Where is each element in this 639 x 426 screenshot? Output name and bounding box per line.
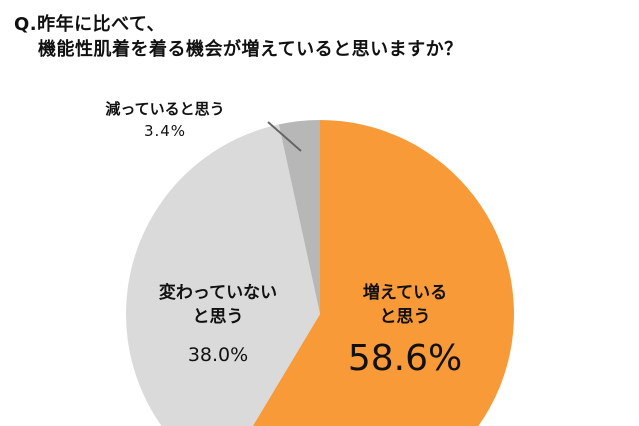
label-same-text-2: と思う — [192, 307, 244, 327]
title-line-1: Q.昨年に比べて、 — [14, 14, 166, 35]
label-decrease: 減っていると思う 3.4% — [95, 98, 235, 142]
label-same-text-1: 変わっていない — [158, 283, 278, 303]
slice-same — [126, 124, 320, 426]
label-increase-text-2: と思う — [379, 307, 431, 327]
label-increase-pct: 58.6% — [347, 338, 463, 379]
label-decrease-text: 減っていると思う — [105, 100, 225, 118]
leader-line — [267, 121, 302, 152]
label-same-pct: 38.0% — [187, 344, 249, 366]
title-line-2: 機能性肌着を着る機会が増えていると思いますか？ — [38, 39, 463, 60]
slice-decrease — [278, 120, 320, 314]
label-increase-text-1: 増えている — [362, 283, 448, 303]
label-increase: 増えている と思う 58.6% — [340, 281, 470, 381]
chart-title: Q.昨年に比べて、 機能性肌着を着る機会が増えていると思いますか？ — [14, 12, 463, 62]
label-decrease-pct: 3.4% — [143, 122, 187, 140]
label-same: 変わっていない と思う 38.0% — [128, 281, 308, 367]
slice-increase — [252, 120, 514, 426]
